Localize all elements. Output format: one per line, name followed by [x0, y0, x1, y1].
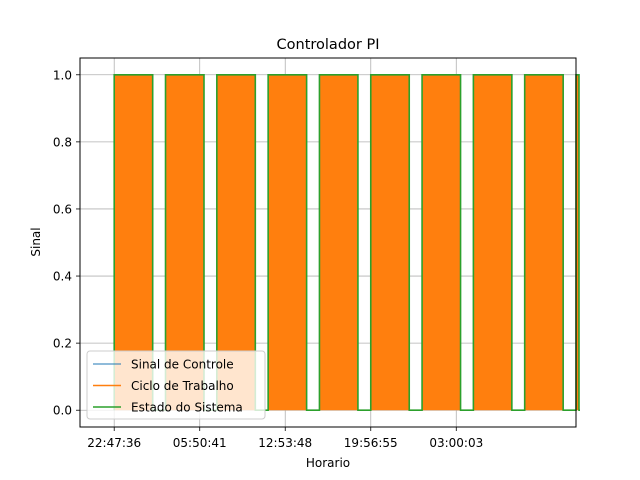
y-tick-label: 0.0: [53, 404, 72, 418]
duty-cycle-block: [524, 74, 564, 411]
x-tick-label: 03:00:03: [429, 436, 483, 450]
duty-cycle-block: [370, 74, 410, 411]
legend-label: Ciclo de Trabalho: [131, 379, 234, 393]
x-tick-label: 05:50:41: [173, 436, 227, 450]
duty-cycle-block: [268, 74, 307, 411]
y-axis: 0.0 0.2 0.4 0.6 0.8 1.0: [53, 68, 80, 418]
duty-cycle-block: [319, 74, 358, 411]
x-tick-label: 19:56:55: [344, 436, 398, 450]
y-tick-label: 0.4: [53, 270, 72, 284]
duty-cycle-block: [422, 74, 461, 411]
axes-frame: [79, 57, 577, 428]
x-tick-label: 22:47:36: [87, 436, 141, 450]
legend-label: Estado do Sistema: [131, 401, 243, 415]
chart-title: Controlador PI: [277, 37, 380, 53]
system-state-line: [113, 73, 580, 412]
y-axis-label: Sinal: [29, 227, 43, 256]
legend-label: Sinal de Controle: [131, 358, 234, 372]
duty-cycle-block: [576, 74, 579, 411]
legend: Sinal de Controle Ciclo de Trabalho Estado…: [86, 350, 266, 420]
x-axis-label: Horario: [306, 456, 350, 470]
x-tick-label: 12:53:48: [258, 436, 312, 450]
y-tick-label: 0.2: [53, 337, 72, 351]
duty-cycle-block: [473, 74, 512, 411]
x-axis: 22:47:36 05:50:41 12:53:48 19:56:55 03:00:03: [87, 427, 483, 450]
y-tick-label: 0.6: [53, 202, 72, 216]
legend-box: [86, 350, 266, 420]
y-tick-label: 1.0: [53, 68, 72, 82]
y-tick-label: 0.8: [53, 135, 72, 149]
